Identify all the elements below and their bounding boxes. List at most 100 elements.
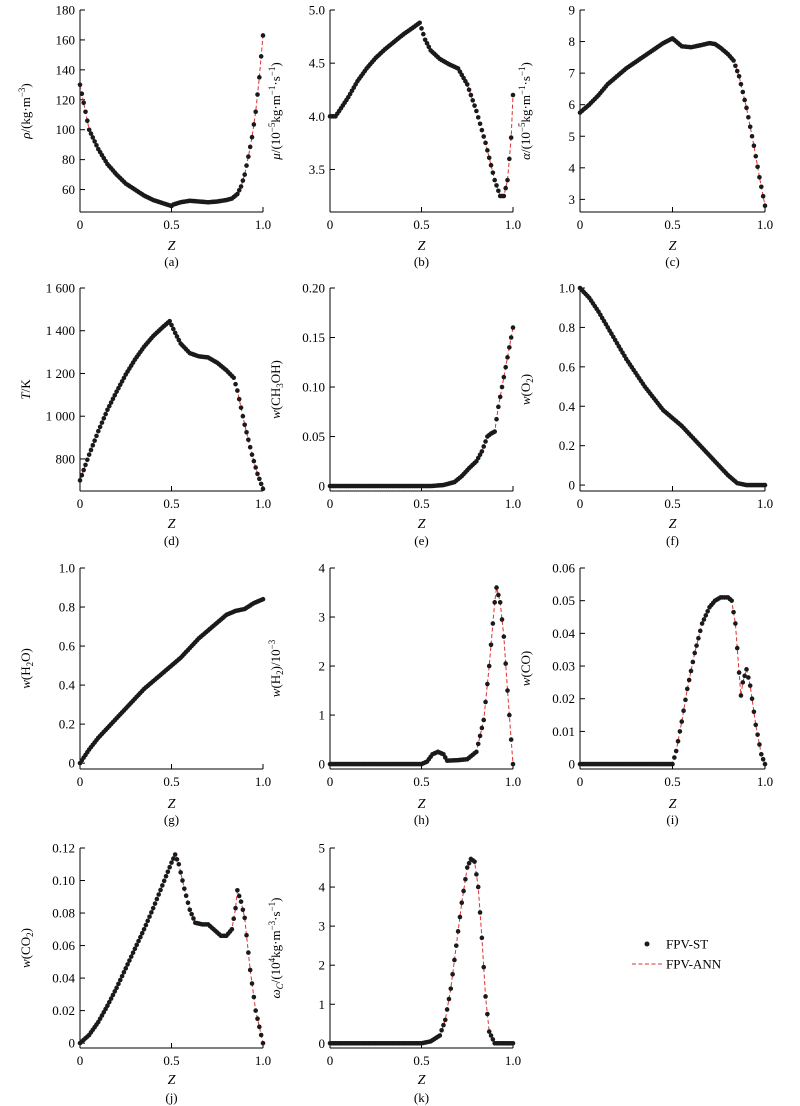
data-point-fpv-st <box>88 131 94 136</box>
data-point-fpv-st <box>486 155 492 161</box>
data-point-fpv-st <box>110 992 116 998</box>
y-tick-label: 1.0 <box>59 561 75 576</box>
data-point-fpv-st <box>247 144 253 150</box>
data-point-fpv-st <box>136 938 141 944</box>
data-point-fpv-st <box>77 82 83 88</box>
data-point-fpv-st <box>83 109 88 115</box>
data-point-fpv-st <box>161 878 167 884</box>
y-tick-label: 0 <box>319 1036 326 1051</box>
data-point-fpv-st <box>81 100 86 106</box>
data-point-fpv-st <box>753 153 759 159</box>
data-point-fpv-st <box>158 887 163 893</box>
data-point-fpv-st <box>106 999 112 1005</box>
data-point-fpv-st <box>105 407 110 413</box>
y-tick-label: 100 <box>56 122 76 137</box>
y-axis-label: w(CO2) <box>18 928 35 968</box>
y-axis-label-part: (H <box>268 675 283 689</box>
y-axis-label-part: w <box>268 410 283 419</box>
legend-label-fpv-st: FPV-ST <box>666 937 708 952</box>
data-point-fpv-st <box>683 697 688 703</box>
data-point-fpv-st <box>479 935 485 941</box>
data-point-fpv-st <box>128 954 134 959</box>
y-axis-label-part: −1 <box>267 86 277 96</box>
y-tick-label: 0.02 <box>552 691 575 706</box>
data-point-fpv-st <box>461 888 466 894</box>
y-axis-label: w(H2)/10−3 <box>267 639 285 697</box>
y-axis-label-part: ) <box>518 62 533 66</box>
y-tick-label: 0.12 <box>52 841 75 856</box>
y-tick-label: 0.01 <box>552 724 575 739</box>
series-line-fpv-ann <box>330 587 514 765</box>
y-tick-label: 1 200 <box>46 366 75 381</box>
data-point-fpv-st <box>494 585 499 590</box>
data-point-fpv-st <box>729 598 734 603</box>
data-point-fpv-st <box>508 737 514 742</box>
data-point-fpv-st <box>240 178 246 183</box>
data-point-fpv-st <box>90 135 96 140</box>
y-tick-label: 6 <box>569 97 576 112</box>
chart-panel-e: 0 0.5 1.0 0 0.05 0.10 0.15 0.20 Zw(CH3OH) (e) <box>268 281 521 549</box>
series-line-fpv-ann <box>579 37 766 206</box>
data-point-fpv-st <box>103 411 108 417</box>
y-tick-label: 3 <box>319 919 326 934</box>
data-point-fpv-st <box>759 184 764 190</box>
data-point-fpv-st <box>110 396 116 402</box>
data-point-fpv-st <box>474 749 479 755</box>
data-point-fpv-st <box>260 596 266 602</box>
data-point-fpv-st <box>121 969 127 975</box>
y-tick-label: 0.8 <box>559 320 575 335</box>
y-axis-label-part: kg·m <box>268 95 283 122</box>
data-point-fpv-st <box>479 127 485 133</box>
y-tick-label: 0.2 <box>59 717 75 732</box>
data-point-fpv-st <box>736 670 742 675</box>
series-line-fpv-ann <box>330 327 514 487</box>
data-point-fpv-st <box>169 860 174 865</box>
data-point-fpv-st <box>138 934 143 940</box>
y-axis-label: w(CH3OH) <box>268 360 285 419</box>
y-axis-label-part: μ <box>268 153 283 161</box>
series-line-fpv-ann <box>330 21 514 197</box>
x-axis-label: Z <box>669 239 677 254</box>
y-axis-label-part: −3 <box>267 639 277 649</box>
data-point-fpv-st <box>169 322 174 328</box>
data-point-fpv-st <box>253 109 258 115</box>
y-tick-label: 0 <box>69 756 76 771</box>
data-point-fpv-st <box>733 63 738 69</box>
y-axis-label-part: w <box>518 677 533 686</box>
data-point-fpv-st <box>690 659 696 665</box>
y-axis-label-part: −1 <box>267 67 277 77</box>
data-point-fpv-st <box>246 154 251 159</box>
y-axis-label-part: ) <box>18 83 33 87</box>
data-point-fpv-st <box>751 143 757 149</box>
y-tick-label: 1 000 <box>46 409 75 424</box>
data-point-fpv-st <box>253 1008 258 1013</box>
y-axis-label-part: ) <box>18 928 33 932</box>
y-axis-label-part: −3 <box>267 920 277 930</box>
x-tick-label: 0 <box>77 1053 84 1068</box>
data-point-fpv-st <box>747 683 753 688</box>
data-point-fpv-st <box>167 318 172 324</box>
y-axis-label-part: /(10 <box>268 962 283 983</box>
data-point-fpv-st <box>496 404 501 410</box>
data-point-fpv-st <box>746 675 751 680</box>
data-point-fpv-st <box>685 686 690 692</box>
data-point-fpv-st <box>738 693 744 698</box>
data-point-fpv-st <box>697 628 703 634</box>
y-axis-label-part: O) <box>18 648 33 662</box>
data-point-fpv-st <box>99 420 105 425</box>
data-point-fpv-st <box>448 986 454 991</box>
data-point-fpv-st <box>424 41 430 46</box>
data-point-fpv-st <box>236 396 242 402</box>
y-axis-label-part: C <box>275 982 285 989</box>
y-tick-label: 0.10 <box>302 380 325 395</box>
data-point-fpv-st <box>507 712 512 718</box>
data-point-fpv-st <box>472 103 477 108</box>
x-axis-label: Z <box>669 517 677 532</box>
data-point-fpv-st <box>490 621 496 626</box>
data-point-fpv-st <box>705 609 710 614</box>
data-point-fpv-st <box>734 645 740 651</box>
data-point-fpv-st <box>463 876 468 882</box>
y-tick-label: 7 <box>569 66 576 81</box>
